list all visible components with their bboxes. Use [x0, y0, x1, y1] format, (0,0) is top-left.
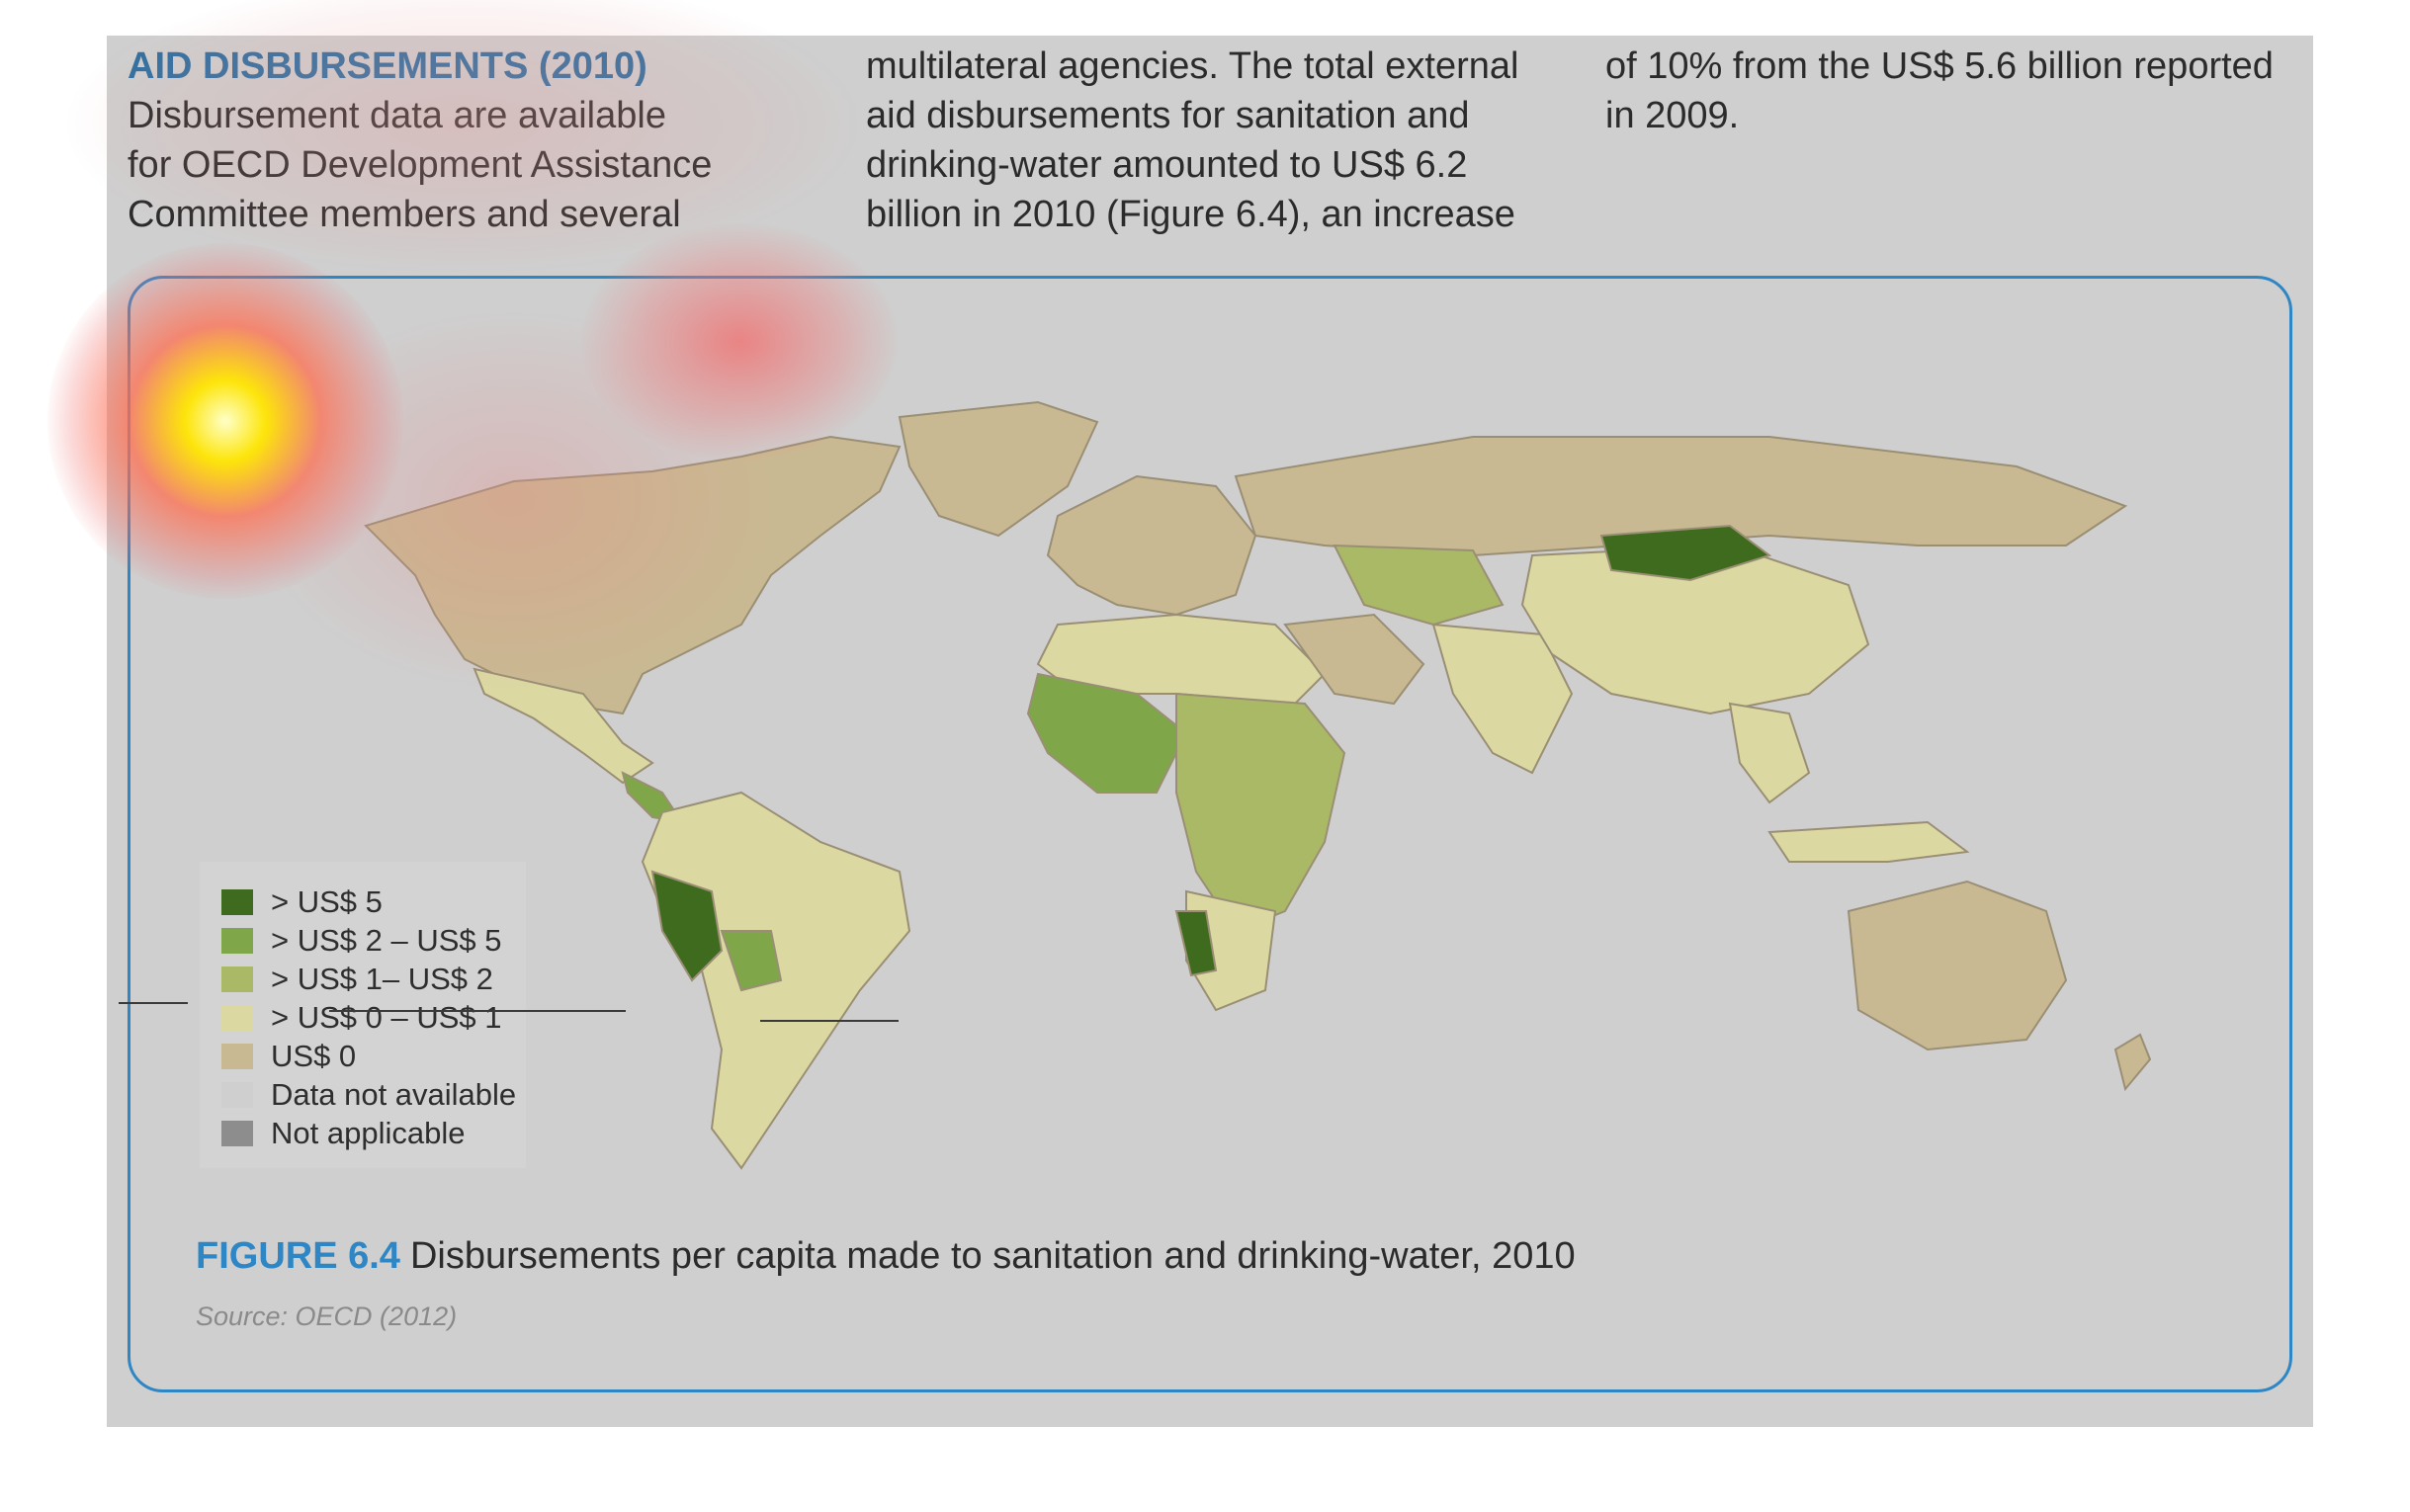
- map-greenland: [898, 400, 1099, 538]
- text-column-2: multilateral agencies. The total externa…: [866, 42, 1558, 239]
- map-mongolia: [1599, 524, 1772, 582]
- legend-label: Data not available: [271, 1077, 517, 1112]
- annotation-line: [119, 1002, 188, 1004]
- text-column-3: of 10% from the US$ 5.6 billion reported…: [1605, 42, 2297, 140]
- legend-item: US$ 0: [221, 1038, 356, 1075]
- legend-label: > US$ 5: [271, 884, 383, 919]
- legend-label: > US$ 1– US$ 2: [271, 962, 493, 996]
- text-line: aid disbursements for sanitation and: [866, 95, 1470, 136]
- map-legend: > US$ 5 > US$ 2 – US$ 5 > US$ 1– US$ 2 >…: [200, 862, 526, 1168]
- document-page: AID DISBURSEMENTS (2010) Disbursement da…: [47, 0, 2313, 1427]
- text-line: multilateral agencies. The total externa…: [866, 45, 1519, 87]
- legend-item: > US$ 0 – US$ 1: [221, 999, 502, 1037]
- annotation-line: [760, 1020, 899, 1022]
- section-heading: AID DISBURSEMENTS (2010): [128, 45, 647, 87]
- map-africa-west: [1026, 672, 1188, 794]
- legend-item: > US$ 2 – US$ 5: [221, 922, 502, 960]
- map-europe: [1046, 474, 1257, 617]
- map-north-america: [364, 435, 902, 715]
- world-choropleth-map: [364, 400, 2152, 1170]
- map-southeast-asia: [1728, 702, 1811, 804]
- legend-item: Not applicable: [221, 1115, 465, 1152]
- text-line: Disbursement data are available: [128, 95, 666, 136]
- legend-label: Not applicable: [271, 1116, 466, 1150]
- map-peru: [650, 870, 724, 982]
- legend-item: > US$ 5: [221, 883, 383, 921]
- text-line: Committee members and several: [128, 194, 681, 235]
- map-africa-central-east: [1175, 692, 1346, 933]
- legend-swatch: [221, 889, 253, 915]
- text-line: in 2009.: [1605, 95, 1740, 136]
- text-line: billion in 2010 (Figure 6.4), an increas…: [866, 194, 1515, 235]
- figure-caption-text: Disbursements per capita made to sanitat…: [409, 1235, 1576, 1277]
- map-russia: [1234, 436, 2128, 557]
- legend-swatch: [221, 1044, 253, 1069]
- legend-item: Data not available: [221, 1076, 516, 1114]
- figure-source: Source: OECD (2012): [196, 1302, 458, 1331]
- map-australia: [1847, 880, 2068, 1051]
- legend-label: > US$ 0 – US$ 1: [271, 1000, 502, 1035]
- text-line: of 10% from the US$ 5.6 billion reported: [1605, 45, 2274, 87]
- annotation-line: [329, 1010, 626, 1012]
- legend-swatch: [221, 928, 253, 954]
- text-line: drinking-water amounted to US$ 6.2: [866, 144, 1468, 186]
- map-mexico: [473, 667, 654, 785]
- legend-label: > US$ 2 – US$ 5: [271, 923, 502, 958]
- figure-caption: FIGURE 6.4 Disbursements per capita made …: [196, 1235, 1576, 1278]
- text-column-1: AID DISBURSEMENTS (2010) Disbursement da…: [128, 42, 819, 239]
- map-namibia: [1174, 910, 1218, 977]
- map-middle-east: [1283, 613, 1425, 706]
- map-new-zealand: [2113, 1033, 2152, 1092]
- map-bolivia: [720, 930, 783, 992]
- map-indonesia: [1767, 820, 1970, 863]
- legend-item: > US$ 1– US$ 2: [221, 961, 493, 998]
- map-china: [1520, 544, 1870, 715]
- legend-label: US$ 0: [271, 1039, 357, 1073]
- legend-swatch: [221, 966, 253, 992]
- figure-number: FIGURE 6.4: [196, 1235, 400, 1277]
- text-line: for OECD Development Assistance: [128, 144, 713, 186]
- legend-swatch: [221, 1082, 253, 1108]
- legend-swatch: [221, 1005, 253, 1031]
- map-central-asia: [1333, 544, 1505, 627]
- figure-box: > US$ 5 > US$ 2 – US$ 5 > US$ 1– US$ 2 >…: [128, 276, 2292, 1392]
- legend-swatch: [221, 1121, 253, 1146]
